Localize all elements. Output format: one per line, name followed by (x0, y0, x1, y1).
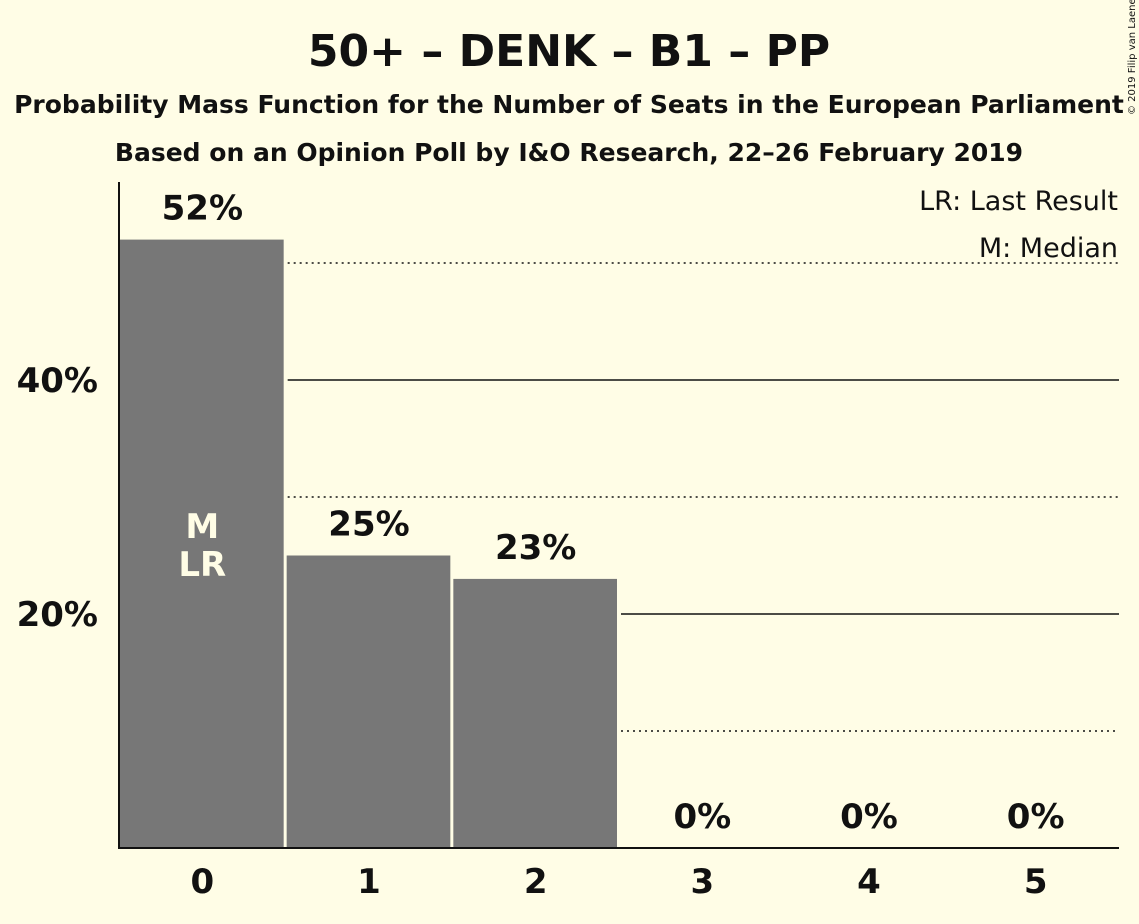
x-tick-2: 2 (524, 862, 548, 902)
chart-subtitle: Probability Mass Function for the Number… (14, 90, 1124, 119)
copyright-text: © 2019 Filip van Laenen (1127, 0, 1138, 115)
value-label-1: 25% (328, 505, 409, 545)
legend-last-result: LR: Last Result (919, 186, 1118, 217)
value-label-2: 23% (495, 528, 576, 568)
x-tick-5: 5 (1024, 862, 1048, 902)
marker-m: M (185, 507, 219, 547)
value-labels: 52% 25% 23% 0% 0% 0% MLR (162, 189, 1065, 837)
marker-lr: LR (178, 545, 226, 585)
axis-ticks: 0 1 2 3 4 5 20% 40% (17, 361, 1048, 902)
bars (120, 239, 617, 849)
chart-subtitle-source: Based on an Opinion Poll by I&O Research… (115, 138, 1023, 167)
x-tick-4: 4 (857, 862, 881, 902)
bar-2 (453, 578, 617, 848)
value-label-3: 0% (673, 797, 731, 837)
y-tick-20: 20% (17, 595, 98, 635)
y-tick-40: 40% (17, 361, 98, 401)
bar-1 (286, 555, 451, 848)
x-tick-3: 3 (690, 862, 714, 902)
bar-0 (120, 239, 284, 849)
gridlines (287, 262, 1119, 732)
value-label-4: 0% (840, 797, 898, 837)
value-label-5: 0% (1007, 797, 1065, 837)
chart-title: 50+ – DENK – B1 – PP (308, 26, 830, 77)
legend-median: M: Median (979, 233, 1118, 264)
x-tick-1: 1 (357, 862, 381, 902)
value-label-0: 52% (162, 189, 243, 229)
x-tick-0: 0 (190, 862, 214, 902)
